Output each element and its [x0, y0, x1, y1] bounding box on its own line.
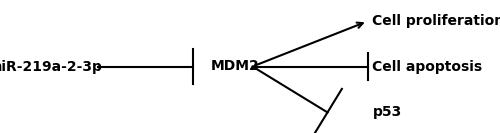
Text: miR-219a-2-3p: miR-219a-2-3p — [0, 59, 102, 74]
Text: Cell proliferation: Cell proliferation — [372, 14, 500, 28]
Text: p53: p53 — [372, 105, 402, 119]
Text: Cell apoptosis: Cell apoptosis — [372, 59, 482, 74]
Text: MDM2: MDM2 — [210, 59, 260, 74]
